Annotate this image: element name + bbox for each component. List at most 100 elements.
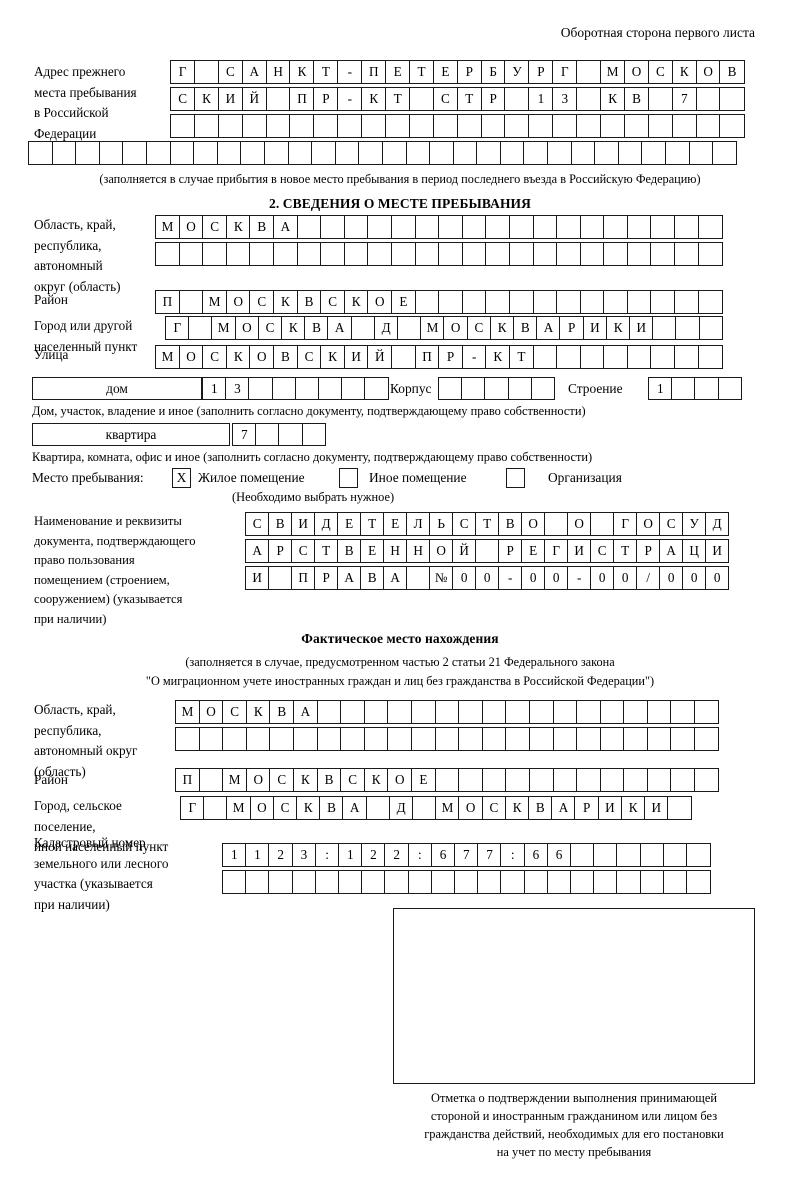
char-cell[interactable]: К — [361, 87, 387, 111]
char-cell[interactable]: О — [521, 512, 546, 536]
char-cell[interactable]: И — [291, 512, 316, 536]
char-cell[interactable]: Б — [480, 60, 506, 84]
char-cell[interactable]: - — [337, 60, 363, 84]
char-cell[interactable]: В — [337, 539, 362, 563]
char-cell[interactable] — [193, 141, 219, 165]
char-cell[interactable] — [241, 114, 267, 138]
char-cell[interactable] — [694, 768, 719, 792]
char-cell[interactable] — [508, 242, 534, 266]
char-cell[interactable] — [414, 242, 440, 266]
char-cell[interactable]: В — [316, 768, 342, 792]
char-cell[interactable] — [481, 768, 507, 792]
char-cell[interactable] — [484, 377, 509, 400]
char-cell[interactable] — [458, 727, 484, 751]
char-cell[interactable]: Т — [508, 345, 534, 369]
char-cell[interactable]: И — [217, 87, 243, 111]
char-cell[interactable]: Р — [314, 566, 339, 590]
char-cell[interactable]: Г — [165, 316, 190, 340]
char-cell[interactable]: М — [175, 700, 200, 724]
char-cell[interactable] — [556, 215, 581, 239]
char-cell[interactable]: : — [314, 843, 340, 867]
char-cell[interactable] — [719, 87, 745, 111]
char-cell[interactable]: : — [500, 843, 525, 867]
char-cell[interactable]: О — [198, 700, 224, 724]
char-cell[interactable]: И — [644, 796, 669, 820]
char-cell[interactable] — [292, 727, 318, 751]
char-cell[interactable] — [222, 870, 247, 894]
char-cell[interactable] — [458, 768, 484, 792]
char-cell[interactable]: 0 — [544, 566, 569, 590]
char-cell[interactable]: С — [245, 512, 270, 536]
char-cell[interactable] — [365, 796, 391, 820]
char-cell[interactable] — [576, 114, 602, 138]
char-cell[interactable]: Р — [313, 87, 339, 111]
char-cell[interactable] — [477, 870, 502, 894]
char-cell[interactable] — [75, 141, 101, 165]
char-cell[interactable] — [334, 141, 360, 165]
char-cell[interactable] — [650, 345, 676, 369]
char-cell[interactable] — [367, 215, 393, 239]
char-cell[interactable] — [338, 870, 363, 894]
char-cell[interactable] — [461, 242, 487, 266]
char-cell[interactable] — [438, 215, 464, 239]
char-cell[interactable] — [499, 141, 525, 165]
char-cell[interactable]: К — [320, 345, 346, 369]
char-cell[interactable]: С — [320, 290, 346, 314]
char-cell[interactable]: Г — [180, 796, 205, 820]
char-cell[interactable] — [688, 141, 714, 165]
char-cell[interactable] — [717, 377, 743, 400]
char-cell[interactable] — [603, 290, 629, 314]
char-cell[interactable]: А — [383, 566, 408, 590]
char-cell[interactable] — [343, 242, 369, 266]
char-cell[interactable] — [552, 114, 578, 138]
char-cell[interactable] — [697, 290, 723, 314]
char-cell[interactable]: М — [435, 796, 460, 820]
char-cell[interactable] — [617, 141, 643, 165]
previous-address-row-4[interactable] — [28, 141, 738, 165]
char-cell[interactable] — [384, 870, 409, 894]
char-cell[interactable] — [500, 870, 525, 894]
char-cell[interactable] — [694, 377, 719, 400]
char-cell[interactable]: С — [170, 87, 196, 111]
char-cell[interactable]: И — [343, 345, 369, 369]
char-cell[interactable] — [193, 114, 220, 138]
char-cell[interactable]: Ц — [682, 539, 707, 563]
char-cell[interactable] — [438, 242, 464, 266]
char-cell[interactable]: В — [719, 60, 745, 84]
char-cell[interactable]: 7 — [232, 423, 257, 446]
char-cell[interactable] — [646, 727, 672, 751]
char-cell[interactable]: А — [327, 316, 352, 340]
char-cell[interactable] — [504, 87, 530, 111]
char-cell[interactable] — [603, 242, 629, 266]
char-cell[interactable]: И — [629, 316, 654, 340]
char-cell[interactable]: П — [289, 87, 315, 111]
char-cell[interactable]: 0 — [682, 566, 707, 590]
char-cell[interactable] — [265, 114, 291, 138]
char-cell[interactable] — [507, 377, 533, 400]
char-cell[interactable]: 0 — [590, 566, 615, 590]
char-cell[interactable]: М — [211, 316, 236, 340]
char-cell[interactable]: О — [245, 768, 271, 792]
char-cell[interactable]: В — [249, 215, 275, 239]
char-cell[interactable] — [255, 423, 280, 446]
char-cell[interactable]: А — [272, 215, 298, 239]
char-cell[interactable]: Т — [613, 539, 638, 563]
char-cell[interactable] — [296, 215, 322, 239]
char-cell[interactable]: Г — [544, 539, 569, 563]
char-cell[interactable]: К — [292, 768, 318, 792]
char-cell[interactable]: С — [481, 796, 507, 820]
korpus-cells[interactable] — [438, 377, 556, 400]
previous-address-row-3[interactable] — [170, 114, 745, 138]
char-cell[interactable]: А — [551, 796, 576, 820]
char-cell[interactable] — [458, 700, 484, 724]
char-cell[interactable] — [528, 114, 554, 138]
char-cell[interactable]: Г — [613, 512, 638, 536]
char-cell[interactable]: В — [513, 316, 538, 340]
char-cell[interactable] — [552, 700, 578, 724]
char-cell[interactable] — [523, 870, 549, 894]
char-cell[interactable] — [662, 870, 688, 894]
